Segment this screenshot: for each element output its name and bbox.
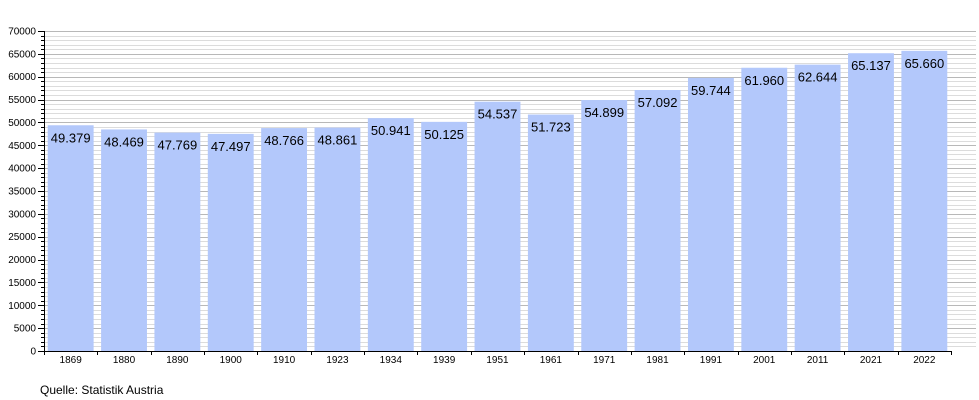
bar-2001 (741, 67, 788, 352)
bar-value-label: 51.723 (531, 120, 571, 135)
x-tick-label: 1961 (540, 355, 563, 366)
bar-1939 (421, 121, 468, 351)
bar-value-label: 54.899 (584, 105, 624, 120)
y-tick-label: 50000 (8, 118, 36, 129)
y-tick-label: 40000 (8, 164, 36, 175)
x-tick-label: 2022 (913, 355, 936, 366)
bar-value-label: 47.497 (211, 139, 251, 154)
bar-value-label: 62.644 (798, 70, 838, 85)
bar-2011 (794, 64, 841, 351)
bar-2021 (848, 53, 894, 351)
y-tick-label: 0 (30, 347, 36, 358)
bar-value-label: 48.861 (318, 133, 358, 148)
bar-value-label: 59.744 (691, 83, 731, 98)
y-tick-label: 70000 (8, 27, 36, 38)
x-tick-label: 2011 (807, 355, 829, 366)
bar-1880 (101, 129, 147, 351)
y-tick-label: 55000 (8, 95, 36, 106)
y-tick-label: 35000 (8, 187, 36, 198)
bar-1890 (154, 132, 201, 351)
y-tick-label: 25000 (8, 232, 36, 243)
bar-value-label: 50.125 (424, 127, 464, 142)
bar-value-label: 50.941 (371, 123, 411, 138)
bar-1961 (527, 114, 574, 351)
bar-value-label: 65.660 (904, 56, 944, 71)
axes: 1869 1880 1890 1900 1910 1923 1934 1939 1951 1961… (8, 27, 952, 366)
bar-1869 (47, 125, 94, 351)
bar-1951 (474, 101, 521, 351)
y-tick-label: 65000 (8, 49, 36, 60)
y-tick-label: 10000 (8, 301, 36, 312)
x-tick-label: 2021 (860, 355, 883, 366)
y-tick-label: 30000 (8, 209, 36, 220)
bar-value-label: 47.769 (157, 138, 197, 153)
bar-1900 (207, 133, 254, 351)
x-tick-label: 1910 (273, 355, 296, 366)
bar-value-label: 54.537 (478, 107, 518, 122)
bar-value-label: 65.137 (851, 58, 891, 73)
bars: 49.379 48.469 47.769 47.497 48.766 48.861 50.9… (47, 50, 948, 352)
x-tick-label: 1923 (326, 355, 349, 366)
bar-value-label: 48.766 (264, 133, 304, 148)
bar-1971 (581, 100, 628, 351)
x-tick-label: 1890 (166, 355, 189, 366)
x-tick-label: 1869 (60, 355, 83, 366)
x-tick-label: 2001 (753, 355, 776, 366)
bar-1991 (687, 77, 734, 351)
source-note: Quelle: Statistik Austria (40, 383, 164, 397)
bar-value-label: 48.469 (104, 134, 144, 149)
x-tick-label: 1900 (220, 355, 243, 366)
bar-value-label: 57.092 (638, 95, 678, 110)
x-tick-label: 1939 (433, 355, 456, 366)
bar-1910 (261, 128, 308, 351)
x-tick-label: 1971 (593, 355, 616, 366)
bar-2022 (901, 50, 948, 352)
x-tick-label: 1934 (380, 355, 403, 366)
x-tick-label: 1991 (700, 355, 723, 366)
y-tick-label: 5000 (14, 324, 37, 335)
bar-value-label: 61.960 (744, 73, 784, 88)
bar-1923 (314, 127, 361, 351)
y-tick-label: 60000 (8, 72, 36, 83)
bar-1934 (367, 118, 414, 351)
y-tick-label: 20000 (8, 255, 36, 266)
x-tick-label: 1981 (646, 355, 669, 366)
y-tick-label: 15000 (8, 278, 36, 289)
bar-value-label: 49.379 (51, 130, 91, 145)
x-tick-label: 1951 (486, 355, 509, 366)
y-tick-label: 45000 (8, 141, 36, 152)
bar-1981 (634, 90, 681, 352)
x-tick-label: 1880 (113, 355, 136, 366)
